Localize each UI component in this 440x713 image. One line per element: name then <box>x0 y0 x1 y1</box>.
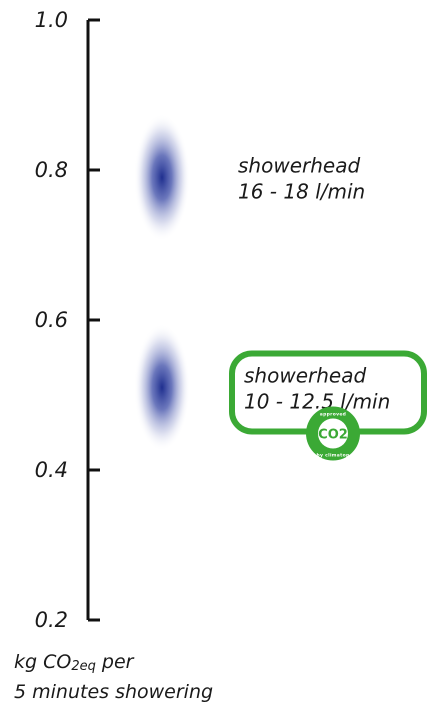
data-point <box>134 323 190 452</box>
y-tick-label: 0.6 <box>35 308 68 332</box>
point-label-line1: showerhead <box>238 154 360 178</box>
point-label-line2: 10 - 12.5 l/min <box>244 390 390 414</box>
badge-ring-top-text: approved <box>320 412 346 418</box>
point-label-line1: showerhead <box>244 364 366 388</box>
point-label-line2: 16 - 18 l/min <box>238 180 365 204</box>
y-tick-label: 1.0 <box>35 8 68 32</box>
co2-badge-inner <box>318 418 348 449</box>
y-tick-label: 0.8 <box>35 158 68 182</box>
data-points <box>134 113 190 452</box>
y-tick-label: 0.4 <box>35 458 68 482</box>
y-tick-label: 0.2 <box>35 608 68 632</box>
badge-ring-bottom-text: by climatop <box>317 453 350 459</box>
y-axis-label-line2: 5 minutes showering <box>14 681 213 703</box>
data-point <box>134 113 190 242</box>
y-ticks: 1.0 0.8 0.6 0.4 0.2 <box>35 8 100 632</box>
y-axis-label: kg CO2eq per <box>14 651 135 674</box>
co2-badge-text: CO2 <box>318 428 348 443</box>
